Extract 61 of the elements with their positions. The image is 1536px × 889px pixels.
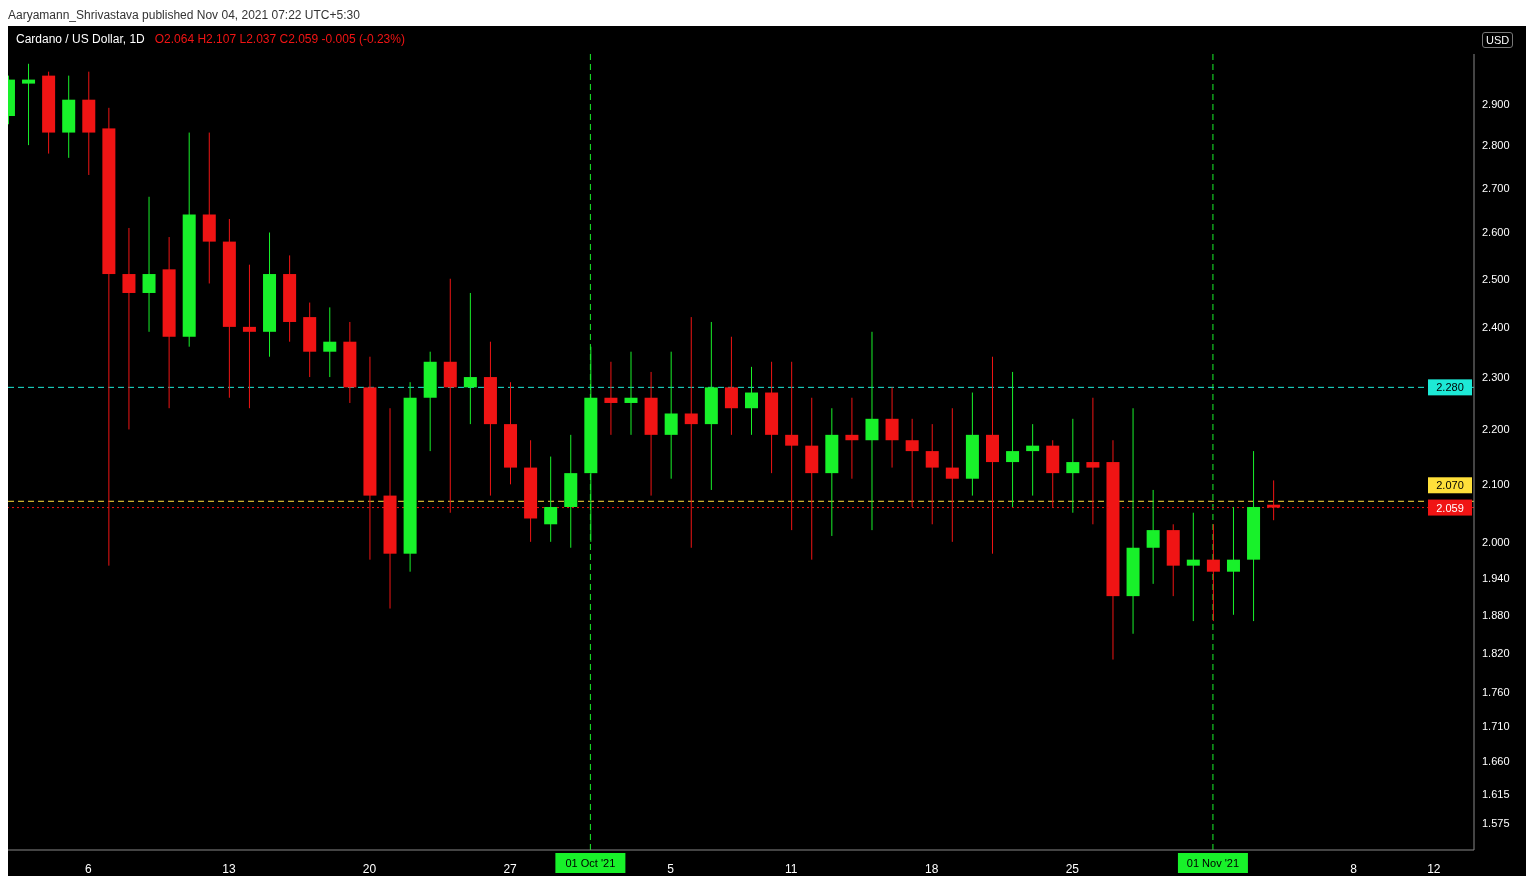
x-tick-label: 27 xyxy=(503,861,518,876)
candlestick xyxy=(1146,489,1160,585)
candlestick xyxy=(724,336,738,436)
y-tick-label: 2.600 xyxy=(1482,226,1510,239)
x-tick-label: 20 xyxy=(362,861,377,876)
candlestick xyxy=(1026,423,1040,497)
candlestick xyxy=(544,456,558,543)
y-tick-label: 1.615 xyxy=(1482,787,1510,800)
candlestick xyxy=(845,397,859,480)
y-tick-label: 1.575 xyxy=(1482,817,1510,830)
candlestick xyxy=(1086,397,1100,525)
text: Aaryamann_Shrivastava published Nov 04, 2021 07:22 UTC+5:30 xyxy=(8,8,361,24)
ref-line-label: 01 Oct '21 xyxy=(565,857,616,869)
candlestick xyxy=(1226,506,1240,616)
x-tick-label: 6 xyxy=(84,861,92,876)
y-tick-label: 2.900 xyxy=(1482,97,1510,110)
y-axis-title: USD xyxy=(1482,32,1514,48)
candlestick xyxy=(22,63,36,146)
candlestick xyxy=(1267,479,1281,521)
chart-title: Cardano / US Dollar, 1D xyxy=(16,32,145,46)
y-tick-label: 2.800 xyxy=(1482,139,1510,152)
candlestick xyxy=(664,351,678,480)
x-tick-label: 5 xyxy=(667,861,675,876)
y-tick-label: 2.400 xyxy=(1482,320,1510,333)
y-tick-label: 2.300 xyxy=(1482,370,1510,383)
x-tick-label: 18 xyxy=(925,861,939,876)
x-tick-label: 12 xyxy=(1427,861,1441,876)
candlestick xyxy=(142,196,156,333)
ref-line-label: 2.059 xyxy=(1436,501,1464,514)
candlestick xyxy=(242,264,256,409)
y-tick-label: 2.500 xyxy=(1482,272,1510,285)
candlestick xyxy=(1006,371,1020,508)
y-tick-label: 1.820 xyxy=(1482,646,1510,659)
x-tick-label: 8 xyxy=(1350,861,1358,876)
candlestick xyxy=(1186,512,1200,622)
x-tick-label: 11 xyxy=(784,861,798,876)
x-tick-label: 25 xyxy=(1065,861,1080,876)
candlestick xyxy=(624,351,638,436)
candlestick xyxy=(1206,523,1220,622)
candlestick xyxy=(122,227,136,430)
y-tick-label: 2.000 xyxy=(1482,535,1510,548)
y-tick-label: 2.100 xyxy=(1482,478,1510,491)
x-tick-label: 13 xyxy=(222,861,236,876)
y-tick-label: 1.660 xyxy=(1482,755,1510,768)
candlestick xyxy=(1066,418,1080,514)
candlestick xyxy=(323,306,337,378)
chart-subtitle: O2.064 H2.107 L2.037 C2.059 -0.005 (-0.23%) xyxy=(154,32,405,46)
candlestick xyxy=(604,361,618,436)
y-tick-label: 1.880 xyxy=(1482,608,1510,621)
candlestick xyxy=(885,386,899,469)
candlestick xyxy=(745,366,758,436)
candlestick xyxy=(463,292,477,425)
y-tick-label: 2.700 xyxy=(1482,181,1510,194)
y-tick-label: 1.760 xyxy=(1482,686,1510,699)
ref-line-label: 2.280 xyxy=(1436,381,1464,394)
ref-line-label: 2.070 xyxy=(1436,479,1464,492)
ref-line-label: 01 Nov '21 xyxy=(1186,857,1240,869)
candlestick xyxy=(865,331,879,531)
y-tick-label: 1.940 xyxy=(1482,571,1510,584)
y-tick-label: 2.200 xyxy=(1482,423,1510,436)
y-tick-label: 1.710 xyxy=(1482,720,1510,733)
